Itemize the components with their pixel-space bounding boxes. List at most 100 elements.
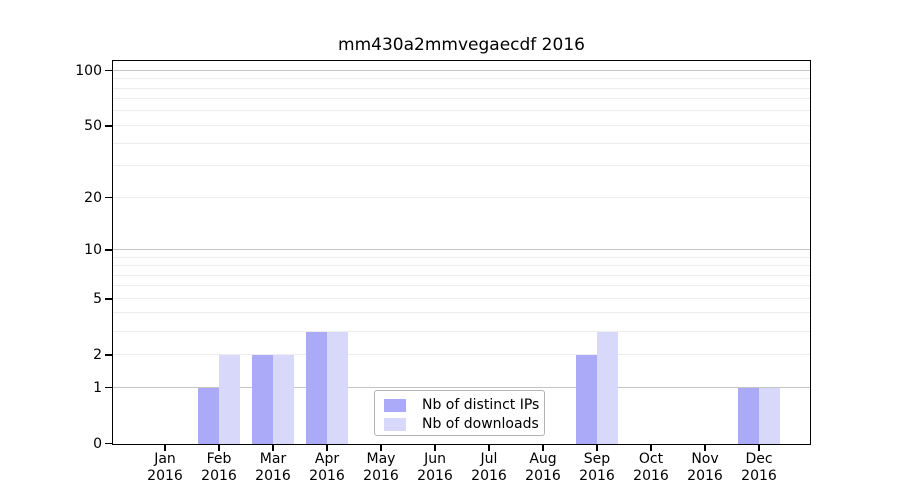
- minor-gridline: [113, 196, 810, 198]
- year-label: 2016: [525, 468, 561, 484]
- month-label: Feb: [206, 451, 232, 467]
- minor-gridline: [113, 256, 810, 258]
- x-tick-mark: [704, 445, 706, 451]
- x-tick-mark: [488, 445, 490, 451]
- minor-gridline: [113, 285, 810, 287]
- major-gridline: [113, 69, 810, 71]
- bar-downloads-apr: [326, 332, 348, 444]
- bar-distinct-ips-sep: [575, 355, 597, 444]
- year-label: 2016: [579, 468, 615, 484]
- minor-gridline: [113, 110, 810, 112]
- y-tick-label: 0: [93, 435, 102, 452]
- x-tick-label: Mar 2016: [243, 451, 303, 485]
- x-tick-label: Feb 2016: [189, 451, 249, 485]
- plot-area: [112, 60, 811, 445]
- x-tick-mark: [434, 445, 436, 451]
- minor-gridline: [113, 265, 810, 266]
- minor-gridline: [113, 353, 810, 355]
- y-tick-label: 10: [84, 241, 102, 258]
- legend-label-downloads: Nb of downloads: [422, 416, 539, 432]
- year-label: 2016: [741, 468, 777, 484]
- bar-downloads-dec: [758, 388, 780, 444]
- minor-gridline: [113, 274, 810, 276]
- major-gridline: [113, 386, 810, 388]
- year-label: 2016: [255, 468, 291, 484]
- x-tick-label: Aug 2016: [513, 451, 573, 485]
- minor-gridline: [113, 312, 810, 314]
- x-tick-mark: [758, 445, 760, 451]
- legend: Nb of distinct IPs Nb of downloads: [374, 390, 545, 436]
- month-label: Nov: [691, 451, 719, 467]
- bar-downloads-mar: [272, 355, 294, 444]
- major-gridline: [113, 248, 810, 250]
- legend-swatch-downloads: [384, 417, 406, 431]
- x-tick-label: Nov 2016: [675, 451, 735, 485]
- y-tick-label: 5: [93, 290, 102, 307]
- y-tick-mark: [105, 354, 112, 356]
- year-label: 2016: [309, 468, 345, 484]
- x-tick-mark: [326, 445, 328, 451]
- y-tick-mark: [105, 298, 112, 300]
- month-label: May: [366, 451, 396, 467]
- month-label: Sep: [583, 451, 611, 467]
- month-label: Jun: [424, 451, 446, 467]
- month-label: Jan: [154, 451, 176, 467]
- year-label: 2016: [147, 468, 183, 484]
- y-tick-label: 1: [93, 379, 102, 396]
- minor-gridline: [113, 330, 810, 332]
- bar-distinct-ips-apr: [305, 332, 327, 444]
- minor-gridline: [113, 124, 810, 126]
- legend-item-distinct-ips: Nb of distinct IPs: [384, 396, 544, 414]
- y-tick-mark: [105, 442, 112, 445]
- y-tick-label: 2: [93, 346, 102, 363]
- x-tick-label: Dec 2016: [729, 451, 789, 485]
- month-label: Apr: [314, 451, 340, 467]
- minor-gridline: [113, 142, 810, 144]
- y-tick-label: 100: [75, 62, 102, 79]
- x-tick-mark: [164, 445, 166, 451]
- legend-swatch-distinct-ips: [384, 398, 406, 412]
- year-label: 2016: [201, 468, 237, 484]
- bar-downloads-feb: [218, 355, 240, 444]
- month-label: Oct: [638, 451, 664, 467]
- y-tick-mark: [105, 69, 112, 72]
- year-label: 2016: [633, 468, 669, 484]
- chart-title: mm430a2mmvegaecdf 2016: [338, 35, 585, 55]
- x-tick-mark: [380, 445, 382, 451]
- legend-label-distinct-ips: Nb of distinct IPs: [422, 397, 540, 413]
- x-tick-label: Jun 2016: [405, 451, 465, 485]
- minor-gridline: [113, 165, 810, 167]
- x-tick-mark: [272, 445, 274, 451]
- year-label: 2016: [471, 468, 507, 484]
- x-tick-mark: [596, 445, 598, 451]
- minor-gridline: [113, 297, 810, 299]
- bar-distinct-ips-feb: [197, 388, 219, 444]
- x-tick-mark: [650, 445, 652, 451]
- x-tick-label: Sep 2016: [567, 451, 627, 485]
- x-tick-label: Oct 2016: [621, 451, 681, 485]
- bar-distinct-ips-mar: [251, 355, 273, 444]
- y-tick-label: 50: [84, 117, 102, 134]
- bar-distinct-ips-dec: [737, 388, 759, 444]
- month-label: Jul: [480, 451, 498, 467]
- minor-gridline: [113, 87, 810, 89]
- y-tick-mark: [105, 196, 112, 199]
- month-label: Dec: [745, 451, 773, 467]
- x-tick-label: May 2016: [351, 451, 411, 485]
- minor-gridline: [113, 78, 810, 80]
- legend-item-downloads: Nb of downloads: [384, 415, 544, 433]
- x-tick-mark: [218, 445, 220, 451]
- y-tick-mark: [105, 386, 112, 389]
- month-label: Aug: [529, 451, 557, 467]
- year-label: 2016: [363, 468, 399, 484]
- bar-downloads-sep: [596, 332, 618, 444]
- year-label: 2016: [687, 468, 723, 484]
- x-tick-label: Apr 2016: [297, 451, 357, 485]
- x-tick-mark: [542, 445, 544, 451]
- y-tick-label: 20: [84, 189, 102, 206]
- x-tick-label: Jul 2016: [459, 451, 519, 485]
- minor-gridline: [113, 98, 810, 100]
- y-tick-mark: [105, 125, 112, 127]
- x-tick-label: Jan 2016: [135, 451, 195, 485]
